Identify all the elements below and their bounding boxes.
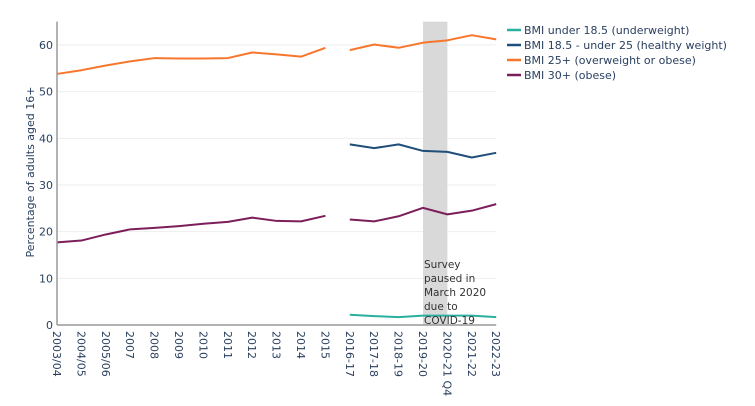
series-line-3 (56, 46, 326, 75)
series-line-4 (56, 214, 326, 244)
y-tick-label: 20 (39, 226, 53, 239)
y-axis-label: Percentage of adults aged 16+ (24, 87, 37, 258)
x-tick-label: 2003/04 (50, 331, 63, 377)
x-tick-label: 2022-23 (489, 331, 502, 377)
x-tick-label: 2018-19 (392, 331, 405, 377)
x-tick-label: 2011 (221, 331, 234, 359)
covid-annotation: COVID-19 (424, 315, 475, 327)
series-line-2 (349, 143, 497, 159)
x-tick-label: 2020-21 Q4 (440, 331, 453, 396)
x-tick-label: 2010 (196, 331, 209, 359)
series-line-4 (349, 203, 497, 223)
covid-annotation: paused in (424, 273, 475, 285)
covid-annotation: Survey (424, 259, 461, 271)
series-line-3 (349, 34, 497, 52)
legend-entry: BMI under 18.5 (underweight) (524, 24, 689, 37)
y-tick-label: 40 (39, 132, 53, 145)
y-tick-label: 30 (39, 179, 53, 192)
y-tick-label: 0 (46, 319, 53, 332)
x-tick-label: 2021-22 (465, 331, 478, 377)
x-tick-label: 2012 (245, 331, 258, 359)
x-tick-label: 2017-18 (367, 331, 380, 377)
x-tick-label: 2019-20 (416, 331, 429, 377)
series-line-1 (349, 313, 497, 319)
legend-entry: BMI 30+ (obese) (524, 69, 616, 82)
x-tick-label: 2016-17 (343, 331, 356, 377)
x-tick-label: 2005/06 (99, 331, 112, 377)
x-tick-label: 2008 (148, 331, 161, 359)
x-tick-label: 2014 (294, 331, 307, 359)
x-tick-label: 2009 (172, 331, 185, 359)
y-tick-label: 50 (39, 86, 53, 99)
y-tick-label: 10 (39, 272, 53, 285)
x-tick-label: 2007 (123, 331, 136, 359)
legend-entry: BMI 18.5 - under 25 (healthy weight) (524, 39, 727, 52)
legend-entry: BMI 25+ (overweight or obese) (524, 54, 696, 67)
x-tick-label: 2013 (270, 331, 283, 359)
covid-annotation: due to (424, 301, 458, 313)
x-tick-label: 2015 (318, 331, 331, 359)
covid-annotation: March 2020 (424, 287, 486, 299)
covid-shaded-region (423, 21, 448, 326)
x-tick-label: 2004/05 (74, 331, 87, 377)
y-tick-label: 60 (39, 39, 53, 52)
